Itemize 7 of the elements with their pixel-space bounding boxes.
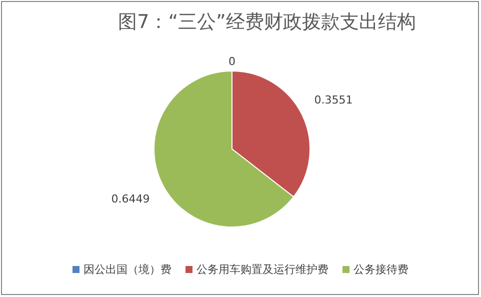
- data-label: 0.6449: [111, 192, 150, 206]
- chart-title: 图7：“三公”经费财政拨款支出结构: [118, 11, 416, 33]
- legend-label: 因公出国（境）费: [84, 263, 172, 276]
- legend-label: 公务接待费: [354, 263, 408, 276]
- data-label: 0.3551: [314, 93, 353, 106]
- text: 0: [228, 55, 236, 68]
- legend-label: 公务用车购置及运行维护费: [196, 263, 328, 276]
